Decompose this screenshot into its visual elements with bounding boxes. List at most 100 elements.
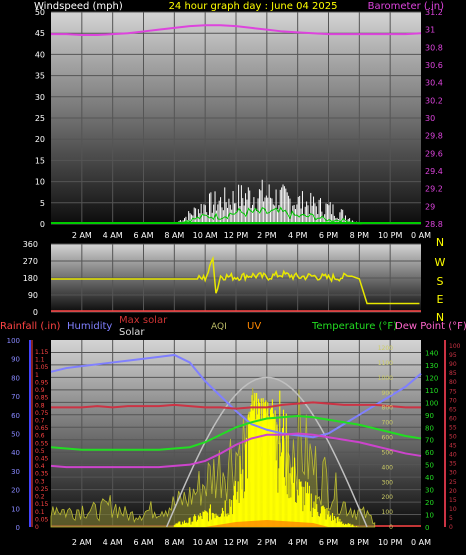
barometer-tick-label: 31.2 [425, 8, 443, 17]
humidity-tick-label: 60 [11, 412, 20, 420]
solar-tick-label: 800 [382, 405, 394, 412]
weather-panel: 010203040506070809010000.050.10.150.20.2… [7, 337, 461, 547]
wind-tick-label: 25 [35, 114, 45, 123]
dew-point-tick-label: 100 [449, 343, 461, 350]
wind-tick-label: 40 [35, 50, 45, 59]
legend-rainfall: Rainfall (.in) [0, 321, 61, 332]
rain-tick-label: 0.1 [35, 509, 45, 516]
wind-tick-label: 0 [40, 220, 45, 229]
humidity-tick-label: 100 [7, 337, 20, 345]
rain-tick-label: 1.1 [35, 357, 45, 364]
dew-point-tick-label: 30 [449, 470, 457, 477]
barometer-axis-label: Barometer (.in) [368, 1, 444, 12]
time-tick-label: 8 PM [350, 231, 369, 240]
dew-point-tick-label: 65 [449, 406, 457, 413]
wind-tick-label: 35 [35, 72, 45, 81]
time-tick-label: 8 AM [164, 231, 184, 240]
temperature-tick-label: 80 [425, 424, 434, 432]
rain-tick-label: 1 [35, 372, 39, 379]
barometer-tick-label: 29 [425, 202, 435, 211]
rain-tick-label: 0.15 [35, 501, 49, 508]
time-tick-label: 6 PM [319, 538, 338, 547]
dew-point-tick-label: 35 [449, 461, 457, 468]
humidity-tick-label: 10 [11, 505, 20, 513]
solar-tick-label: 900 [382, 390, 394, 397]
barometer-tick-label: 29.8 [425, 132, 443, 141]
humidity-tick-label: 70 [11, 393, 20, 401]
rain-tick-label: 0.8 [35, 402, 45, 409]
dew-point-tick-label: 75 [449, 388, 457, 395]
wind-speed-line [178, 206, 362, 225]
time-tick-label: 2 AM [72, 538, 92, 547]
temperature-tick-label: 30 [425, 487, 434, 495]
temperature-tick-label: 20 [425, 499, 434, 507]
rain-tick-label: 0.35 [35, 471, 49, 478]
legend-temperature: Temperature (°F) [311, 321, 397, 332]
rain-tick-label: 0.4 [35, 463, 45, 470]
compass-letter: W [435, 256, 446, 269]
time-tick-label: 12 PM [224, 538, 249, 547]
dew-point-tick-label: 40 [449, 452, 457, 459]
dew-point-tick-label: 15 [449, 497, 457, 504]
wind-direction-line [51, 255, 420, 305]
temperature-tick-label: 0 [425, 524, 429, 532]
time-tick-label: 6 AM [133, 538, 153, 547]
solar-tick-label: 200 [382, 494, 394, 501]
direction-tick-label: 0 [33, 308, 38, 317]
time-tick-label: 10 AM [193, 538, 218, 547]
temperature-tick-label: 50 [425, 462, 434, 470]
temperature-tick-label: 120 [425, 374, 438, 382]
solar-tick-label: 400 [382, 464, 394, 471]
dew-point-line [51, 401, 421, 410]
solar-tick-label: 0 [389, 524, 393, 531]
barometer-tick-label: 30 [425, 114, 435, 123]
time-tick-label: 4 AM [103, 231, 123, 240]
temperature-tick-label: 70 [425, 437, 434, 445]
direction-tick-label: 90 [28, 291, 38, 300]
solar-tick-label: 600 [382, 435, 394, 442]
solar-tick-label: 1100 [378, 360, 393, 367]
dew-point-tick-label: 20 [449, 488, 457, 495]
temperature-tick-label: 10 [425, 512, 434, 520]
barometer-tick-label: 31 [425, 26, 435, 35]
compass-letter: E [437, 293, 444, 306]
time-tick-label: 4 PM [288, 538, 307, 547]
barometer-tick-label: 29.2 [425, 185, 443, 194]
wind-direction-panel: 0 90 180 270 360 [23, 240, 421, 317]
temperature-tick-label: 130 [425, 362, 438, 370]
barometer-tick-label: 28.8 [425, 220, 443, 229]
wind-tick-label: 45 [35, 29, 45, 38]
wind-tick-label: 15 [35, 156, 45, 165]
time-tick-label: 10 PM [378, 231, 403, 240]
wind-tick-label: 50 [35, 8, 45, 17]
time-tick-label: 12 PM [224, 231, 249, 240]
rain-tick-label: 0.65 [35, 425, 49, 432]
dew-point-tick-label: 5 [449, 515, 453, 522]
legend-aqi: AQI [211, 322, 227, 332]
time-tick-label: 2 AM [72, 231, 92, 240]
chart-title: 24 hour graph day : June 04 2025 [169, 1, 338, 12]
humidity-tick-label: 50 [11, 431, 20, 439]
time-tick-label: 6 PM [319, 231, 338, 240]
rain-tick-label: 0.75 [35, 410, 49, 417]
solar-tick-label: 300 [382, 479, 394, 486]
barometer-tick-label: 30.4 [425, 79, 443, 88]
time-tick-label: 4 PM [288, 231, 307, 240]
rain-tick-label: 0 [35, 524, 39, 531]
solar-tick-label: 500 [382, 449, 394, 456]
dew-point-tick-label: 85 [449, 370, 457, 377]
legend-max-solar: Max solar [119, 315, 168, 326]
heat-index-line [50, 432, 422, 469]
legend-dew-point: Dew Point (°F) [395, 321, 466, 332]
rain-tick-label: 1.15 [35, 349, 49, 356]
solar-tick-label: 700 [382, 420, 394, 427]
rain-tick-label: 0.55 [35, 440, 49, 447]
dew-point-tick-label: 10 [449, 506, 457, 513]
temperature-tick-label: 100 [425, 399, 438, 407]
wind-baro-panel: 0 5 10 15 20 25 30 35 40 45 50 28.8 29 29.2 29.4 29.6 2… [35, 8, 443, 240]
temperature-tick-label: 140 [425, 349, 438, 357]
wind-axis-label: Windspeed (mph) [34, 1, 123, 12]
rain-tick-label: 0.7 [35, 417, 45, 424]
